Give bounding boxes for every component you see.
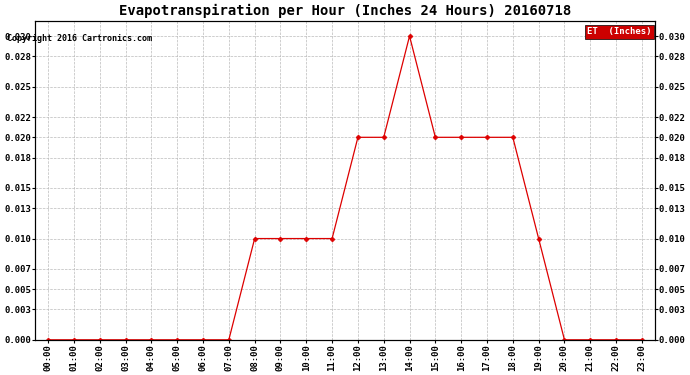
Text: Copyright 2016 Cartronics.com: Copyright 2016 Cartronics.com	[7, 34, 152, 43]
Text: ET  (Inches): ET (Inches)	[587, 27, 651, 36]
Title: Evapotranspiration per Hour (Inches 24 Hours) 20160718: Evapotranspiration per Hour (Inches 24 H…	[119, 4, 571, 18]
